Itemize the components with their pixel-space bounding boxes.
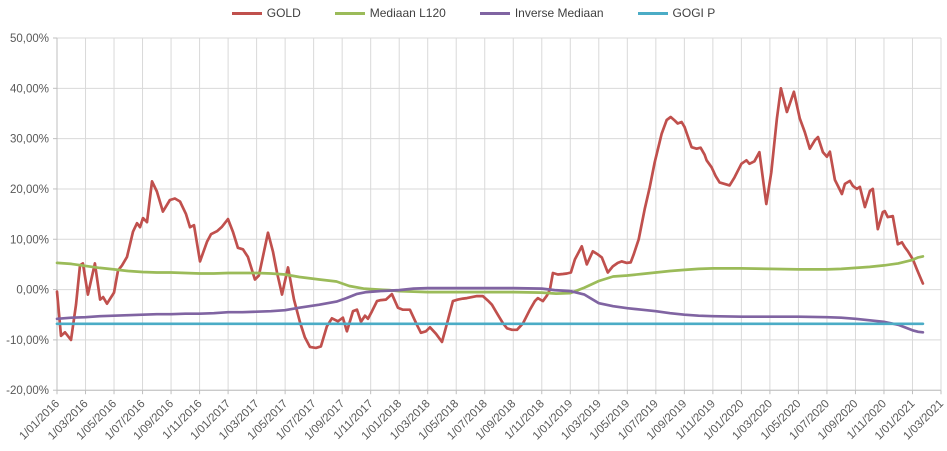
legend-line-swatch: [334, 11, 365, 15]
series-line-inverse-mediaan: [55, 286, 925, 334]
y-tick-label: -20,00%: [6, 385, 49, 397]
legend-line-swatch: [637, 11, 668, 15]
legend-line-swatch: [479, 11, 510, 15]
gridlines: [56, 37, 942, 391]
y-tick-label: 30,00%: [10, 134, 49, 146]
chart-legend: GOLD Mediaan L120 Inverse Mediaan GOGI P: [0, 6, 947, 20]
y-tick-label: -10,00%: [6, 335, 49, 347]
legend-label: GOGI P: [672, 6, 716, 20]
y-tick-label: 50,00%: [10, 33, 49, 45]
legend-label: GOLD: [266, 6, 301, 20]
legend-item-gogi-p[interactable]: GOGI P: [637, 6, 716, 20]
axes: [53, 37, 942, 395]
series-line-gold: [55, 86, 925, 350]
x-axis-labels: 1/01/20161/03/20161/05/20161/07/20161/09…: [17, 398, 946, 443]
series-line-mediaan-l120: [55, 255, 925, 295]
legend-label: Inverse Mediaan: [514, 6, 604, 20]
y-tick-label: 40,00%: [10, 83, 49, 95]
legend-item-gold[interactable]: GOLD: [231, 6, 301, 20]
y-tick-label: 10,00%: [10, 234, 49, 246]
legend-label: Mediaan L120: [369, 6, 446, 20]
legend-line-swatch: [231, 11, 262, 15]
y-axis-labels: 50,00% 40,00% 30,00% 20,00% 10,00% 0,00% -10,0…: [6, 33, 49, 397]
legend-item-inverse-mediaan[interactable]: Inverse Mediaan: [479, 6, 604, 20]
y-tick-label: 20,00%: [10, 184, 49, 196]
series-lines: [55, 86, 925, 350]
legend-item-mediaan-l120[interactable]: Mediaan L120: [334, 6, 446, 20]
y-tick-label: 0,00%: [16, 285, 49, 297]
